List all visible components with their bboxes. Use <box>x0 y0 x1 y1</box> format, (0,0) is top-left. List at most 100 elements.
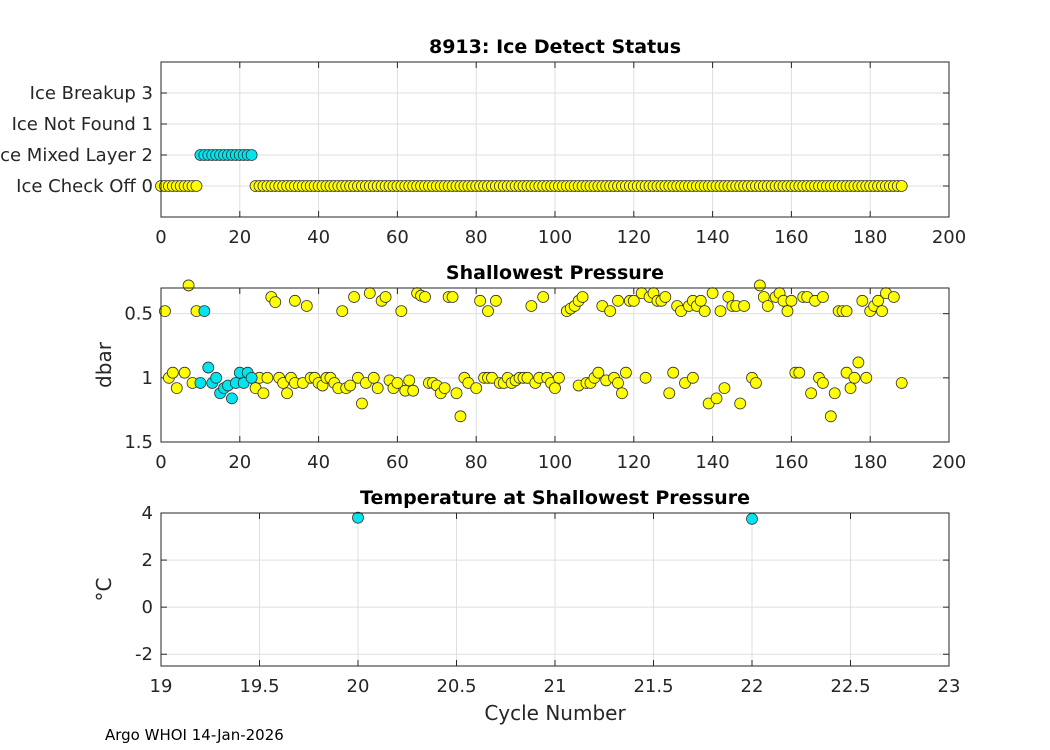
data-point <box>198 305 211 318</box>
x-tick-label: 60 <box>386 227 409 248</box>
data-point <box>817 291 829 303</box>
chart-1: 0 20 40 60 80 100 120 140 160 180 200 Ice Check Off… <box>0 36 966 248</box>
x-tick-label: 20.5 <box>436 676 476 697</box>
data-point <box>525 300 538 312</box>
data-point <box>257 387 270 400</box>
data-point <box>738 300 751 312</box>
x-tick-label: 200 <box>932 452 966 473</box>
data-point <box>450 387 463 400</box>
data-point <box>706 287 719 300</box>
data-point <box>281 387 293 400</box>
x-tick-label: 140 <box>695 452 729 473</box>
data-point <box>785 294 798 307</box>
x-tick-label: 120 <box>617 227 651 248</box>
y-tick-label: Ice Mixed Layer 2 <box>0 145 153 166</box>
chart-title: Shallowest Pressure <box>446 262 664 284</box>
x-tick-label: 120 <box>617 452 651 473</box>
data-point <box>470 382 483 395</box>
data-point <box>194 377 207 389</box>
data-point <box>210 371 223 384</box>
data-point <box>852 356 865 369</box>
data-point <box>166 366 179 379</box>
data-point <box>344 379 357 392</box>
x-tick-label: 160 <box>774 227 808 248</box>
data-point <box>844 382 857 395</box>
data-point <box>289 294 301 307</box>
data-point <box>226 392 238 405</box>
x-tick-label: 200 <box>932 227 966 248</box>
data-point <box>592 366 605 379</box>
data-point <box>659 291 672 303</box>
axes-frame <box>160 61 950 218</box>
data-point <box>753 279 766 292</box>
data-point <box>612 294 624 307</box>
data-point <box>781 305 794 318</box>
y-tick-label: 2 <box>142 550 153 571</box>
data-point <box>454 410 467 423</box>
y-tick-label: 1.5 <box>124 432 153 453</box>
data-point <box>348 291 360 303</box>
data-point <box>627 294 640 307</box>
data-point <box>371 382 384 395</box>
data-point <box>245 149 258 161</box>
data-point <box>403 374 416 387</box>
y-tick-label: Ice Check Off 0 <box>16 176 153 197</box>
data-point <box>761 300 774 312</box>
data-point <box>245 371 258 384</box>
x-axis-label: Cycle Number <box>484 701 626 725</box>
data-point <box>261 371 274 384</box>
data-point <box>620 366 632 379</box>
data-point <box>876 305 888 318</box>
axes-frame <box>160 287 950 443</box>
x-tick-label: 100 <box>538 452 572 473</box>
x-tick-label: 21.5 <box>633 676 673 697</box>
data-point <box>694 294 707 307</box>
y-tick-label: 0 <box>142 597 153 618</box>
x-tick-label: 160 <box>774 452 808 473</box>
data-point <box>872 294 884 307</box>
data-point <box>750 377 762 389</box>
x-tick-label: 22.5 <box>830 676 870 697</box>
data-point <box>714 305 727 318</box>
data-point <box>663 387 676 400</box>
x-tick-label: 23 <box>938 676 961 697</box>
x-tick-label: 40 <box>307 227 330 248</box>
data-point <box>438 382 451 395</box>
data-point <box>639 371 652 384</box>
chart-title: Temperature at Shallowest Pressure <box>360 487 750 509</box>
x-tick-label: 22 <box>741 676 764 697</box>
x-tick-label: 0 <box>155 227 166 248</box>
x-tick-label: 19 <box>150 676 173 697</box>
y-tick-label: 4 <box>142 503 153 524</box>
data-point <box>269 296 282 309</box>
chart-3: 19 19.5 20 20.5 21 21.5 22 22.5 23 -2 0 2 4 Temperatu… <box>92 487 960 725</box>
data-point <box>612 377 624 389</box>
data-point <box>474 294 487 307</box>
data-point <box>190 180 203 192</box>
y-tick-label: Ice Not Found 1 <box>12 114 153 135</box>
data-point <box>667 366 680 379</box>
data-point <box>698 305 711 318</box>
data-point <box>687 371 699 384</box>
data-point <box>202 361 215 374</box>
data-point <box>553 371 565 384</box>
data-point <box>356 397 368 410</box>
y-tick-label: 0.5 <box>124 304 153 325</box>
data-point <box>300 300 313 312</box>
data-point <box>537 291 550 303</box>
y-tick-label: 1 <box>142 368 153 389</box>
data-point <box>805 387 817 400</box>
data-point <box>446 291 459 303</box>
data-point <box>170 382 183 395</box>
data-point <box>178 366 191 379</box>
chart-title: 8913: Ice Detect Status <box>429 36 681 58</box>
x-tick-label: 180 <box>853 227 887 248</box>
data-point <box>734 397 747 410</box>
data-point <box>407 384 420 397</box>
x-tick-label: 20 <box>347 676 370 697</box>
data-point <box>817 377 829 389</box>
x-tick-label: 20 <box>228 227 251 248</box>
data-point <box>746 512 758 525</box>
data-point <box>363 287 376 300</box>
data-point <box>576 291 589 303</box>
